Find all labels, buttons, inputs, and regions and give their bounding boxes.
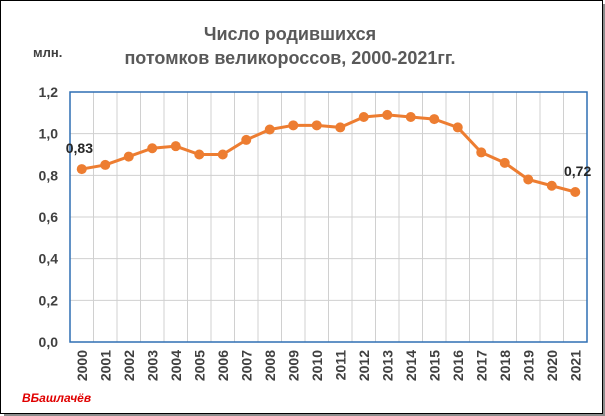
- x-tick-label: 2009: [285, 350, 301, 381]
- x-tick-label: 2021: [567, 350, 583, 381]
- data-point: [546, 180, 557, 191]
- data-label: 0,72: [564, 163, 591, 179]
- x-tick-label: 2015: [426, 350, 442, 381]
- x-tick-label: 2003: [144, 350, 160, 381]
- unit-label: млн.: [33, 45, 62, 60]
- data-point: [217, 149, 228, 160]
- x-tick-label: 2017: [473, 350, 489, 381]
- data-point: [405, 112, 416, 122]
- x-axis-ticks: 2000 2001 2002 2003 2004 2005 2006 2007 2008 2009…: [74, 350, 584, 381]
- y-axis-ticks: 0,0 0,2 0,4 0,6 0,8 1,0 1,2: [39, 84, 59, 350]
- data-point: [499, 157, 510, 168]
- data-point: [523, 174, 534, 185]
- x-tick-label: 2011: [332, 350, 348, 381]
- x-tick-label: 2010: [309, 350, 325, 381]
- x-tick-label: 2013: [379, 350, 395, 381]
- data-point: [429, 114, 440, 125]
- x-tick-label: 2016: [450, 350, 466, 381]
- x-tick-label: 2020: [544, 350, 560, 381]
- x-tick-label: 2008: [262, 350, 278, 381]
- y-tick-label: 1,0: [39, 126, 59, 142]
- data-point: [288, 120, 299, 131]
- y-tick-label: 0,8: [39, 167, 59, 183]
- x-tick-label: 2001: [97, 350, 113, 381]
- x-tick-label: 2006: [215, 350, 231, 381]
- data-point: [570, 187, 581, 197]
- data-point: [241, 134, 252, 145]
- y-tick-label: 1,2: [39, 84, 59, 100]
- data-point: [335, 122, 346, 133]
- data-point: [123, 151, 134, 162]
- x-tick-label: 2007: [238, 350, 254, 381]
- author-signature: ВБашлачёв: [22, 391, 91, 405]
- x-tick-label: 2002: [121, 350, 137, 381]
- plot-area-border: [69, 91, 588, 343]
- x-tick-label: 2012: [356, 350, 372, 381]
- x-tick-label: 2004: [168, 350, 184, 381]
- x-tick-label: 2019: [520, 350, 536, 381]
- data-point: [311, 120, 322, 131]
- series-points: [76, 109, 581, 197]
- x-tick-label: 2018: [497, 350, 513, 381]
- series-line: [81, 113, 576, 194]
- y-tick-label: 0,0: [39, 334, 59, 350]
- y-tick-label: 0,6: [39, 209, 59, 225]
- chart-title-line1: Число родившихся: [204, 24, 376, 44]
- x-tick-label: 2014: [403, 350, 419, 381]
- data-point: [100, 159, 111, 170]
- data-point: [452, 122, 463, 133]
- data-point: [147, 143, 158, 154]
- data-point: [476, 147, 487, 158]
- y-tick-label: 0,4: [39, 251, 59, 267]
- gridlines: [70, 91, 587, 343]
- data-label: 0,83: [66, 140, 93, 156]
- x-tick-label: 2005: [191, 350, 207, 381]
- data-point: [76, 164, 87, 175]
- data-point: [358, 112, 369, 122]
- data-point: [382, 109, 393, 120]
- data-point: [264, 124, 275, 135]
- y-tick-label: 0,2: [39, 292, 59, 308]
- data-point: [170, 141, 181, 152]
- data-point: [194, 149, 205, 160]
- x-tick-label: 2000: [74, 350, 90, 381]
- data-labels: 0,83 0,72: [66, 140, 592, 179]
- chart-title-line2: потомков великороссов, 2000-2021гг.: [124, 48, 455, 68]
